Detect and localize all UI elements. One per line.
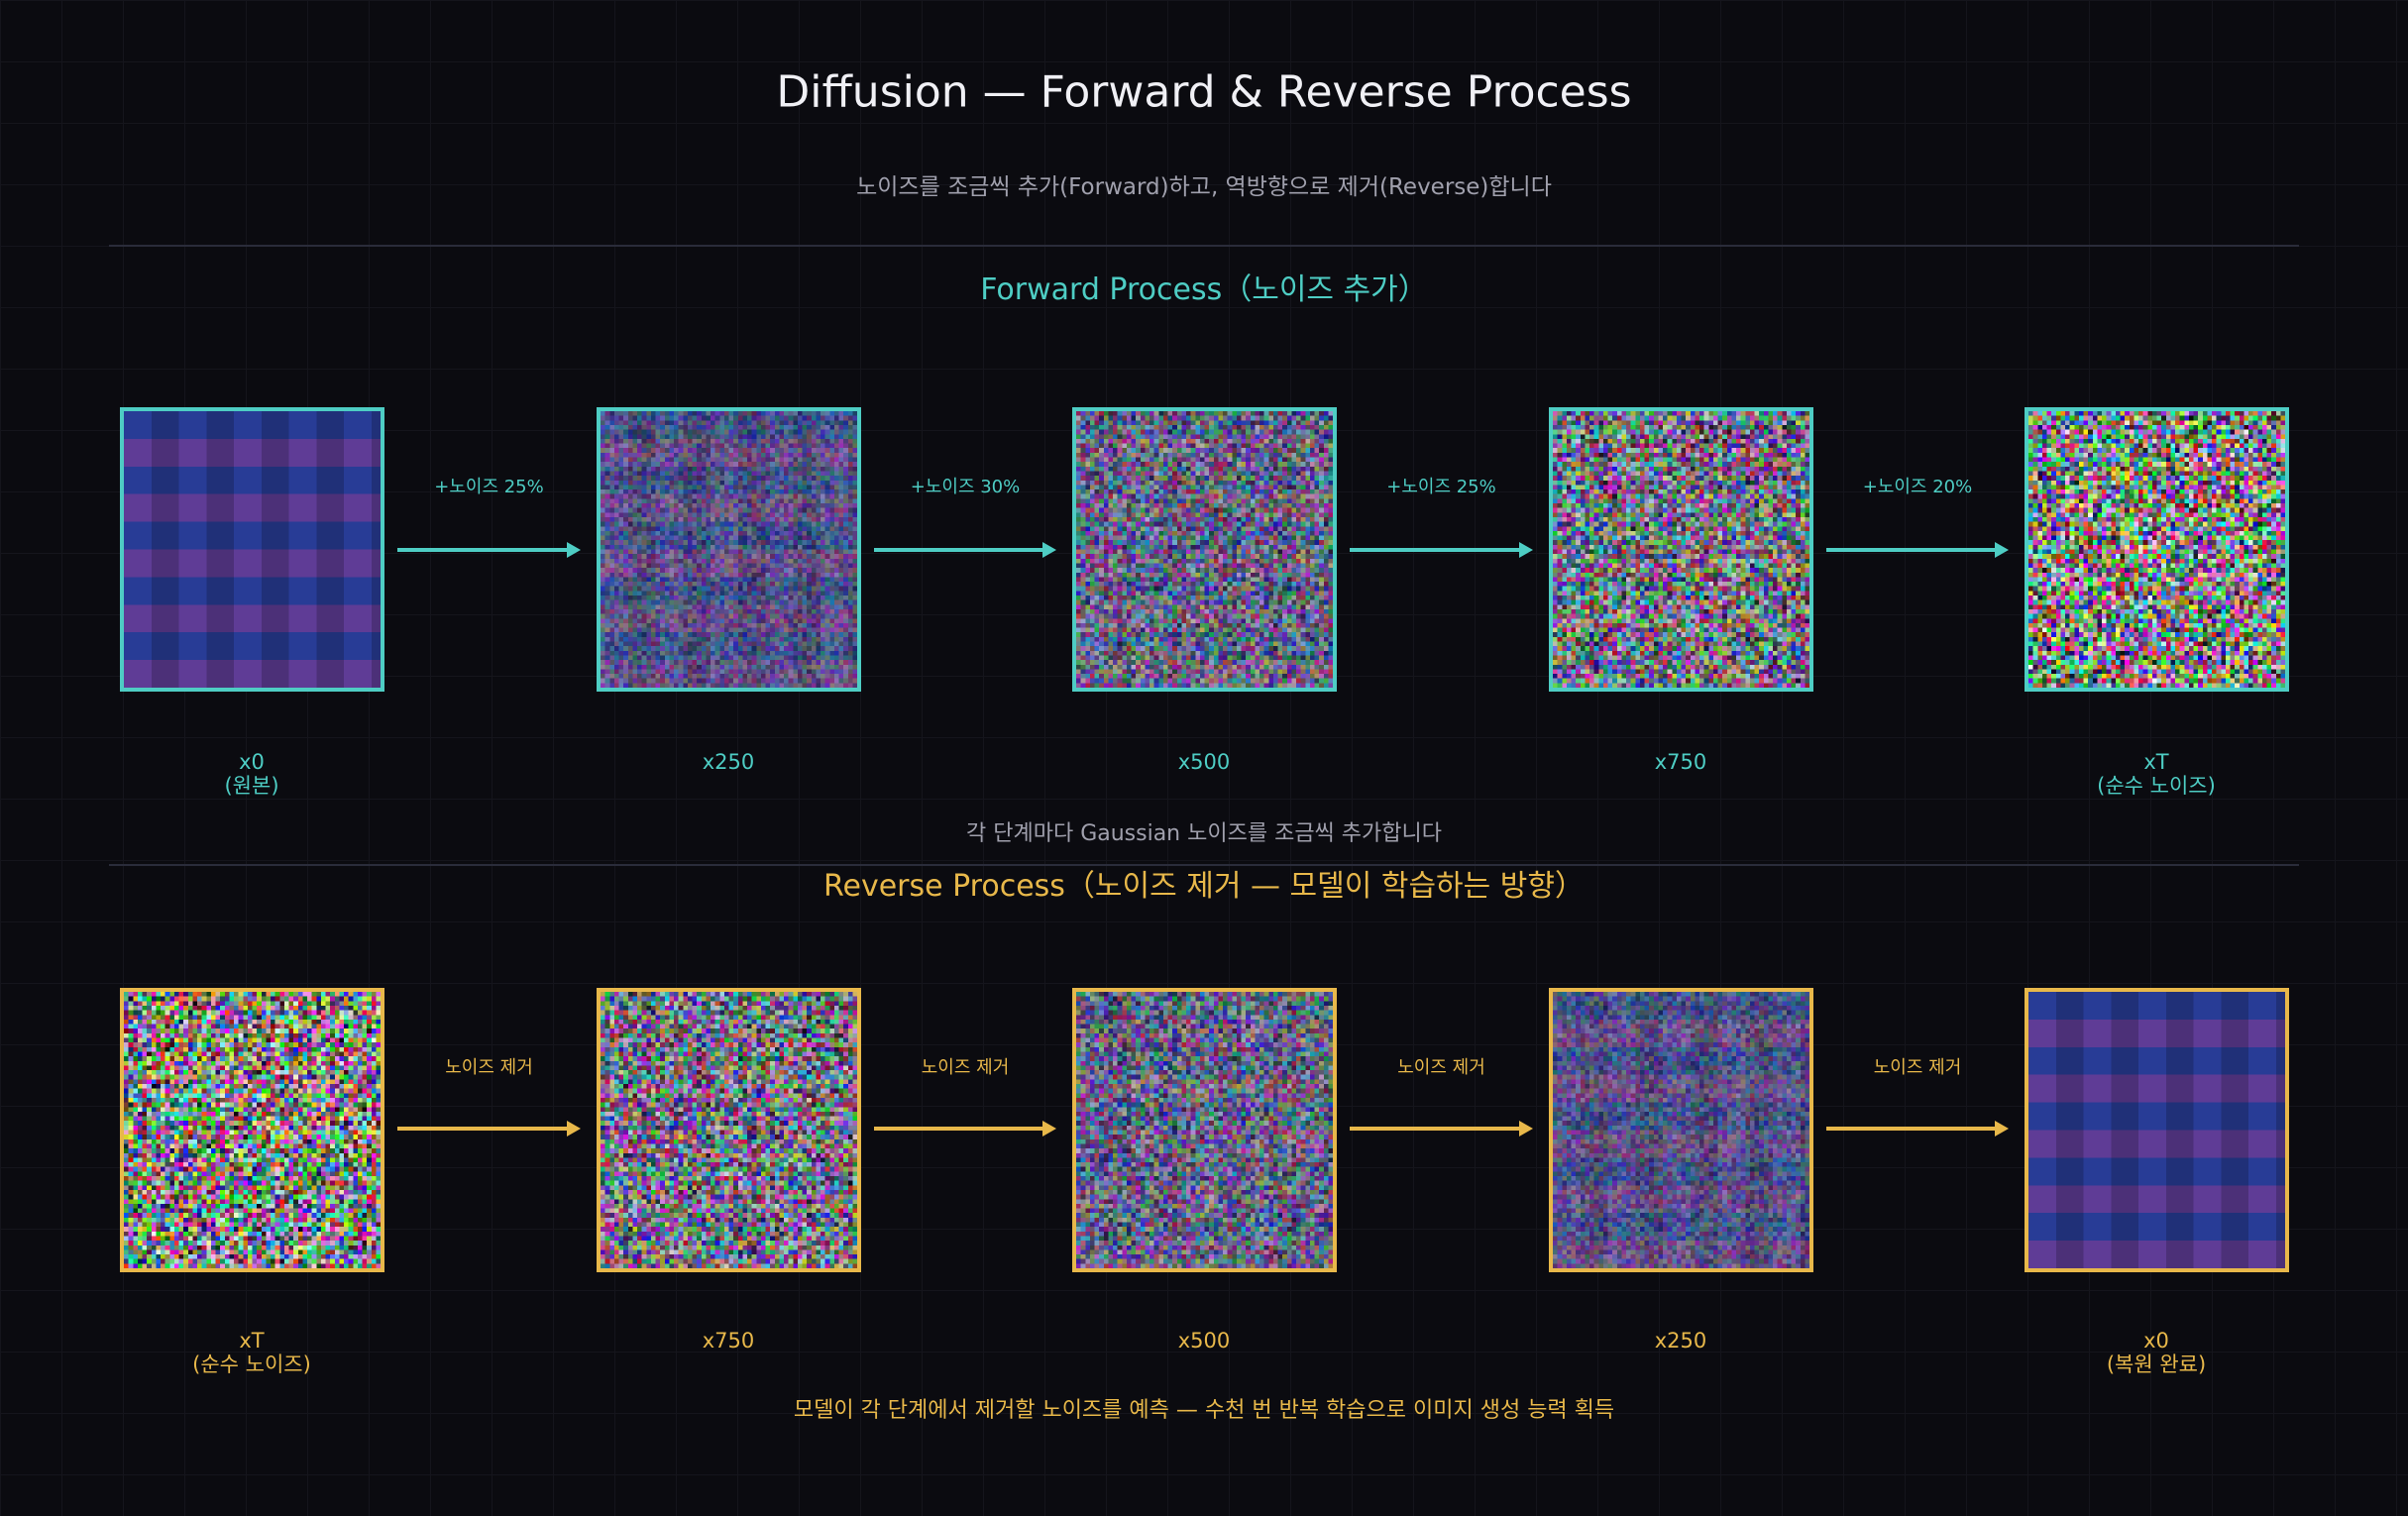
arrow <box>874 1121 1056 1137</box>
noise-image <box>2025 407 2289 692</box>
noise-image <box>2025 988 2289 1272</box>
stage-label: x750 <box>702 1329 755 1353</box>
step-label: +노이즈 25% <box>1386 477 1496 497</box>
title: Diffusion — Forward & Reverse Process <box>776 66 1632 118</box>
stage-sublabel: (원본) <box>224 774 279 798</box>
divider <box>109 245 2299 247</box>
stage-label: x0 <box>239 750 265 774</box>
noise-image <box>1549 407 1813 692</box>
stage-label: x250 <box>702 750 755 774</box>
subtitle: 노이즈를 조금씩 추가(Forward)하고, 역방향으로 제거(Reverse… <box>856 174 1552 200</box>
section-title: Forward Process（노이즈 추가） <box>980 272 1428 307</box>
arrow <box>874 542 1056 558</box>
caption: 모델이 각 단계에서 제거할 노이즈를 예측 — 수천 번 반복 학습으로 이미… <box>793 1398 1615 1423</box>
stage-label: x0 <box>2143 1329 2169 1353</box>
arrow <box>1826 542 2009 558</box>
divider <box>109 864 2299 866</box>
noise-image <box>1549 988 1813 1272</box>
arrow <box>1826 1121 2009 1137</box>
arrow <box>397 1121 581 1137</box>
arrow <box>397 542 581 558</box>
step-label: 노이즈 제거 <box>1397 1057 1485 1078</box>
stage-sublabel: (순수 노이즈) <box>2097 774 2216 798</box>
step-label: +노이즈 30% <box>910 477 1021 497</box>
noise-image <box>120 407 384 692</box>
stage-label: xT <box>2143 750 2169 774</box>
noise-image <box>1072 407 1337 692</box>
step-label: 노이즈 제거 <box>445 1057 533 1078</box>
noise-image <box>597 407 861 692</box>
stage-label: x750 <box>1654 750 1707 774</box>
stage-sublabel: (순수 노이즈) <box>192 1353 311 1376</box>
stage-label: x500 <box>1177 1329 1231 1353</box>
stage-label: x250 <box>1654 1329 1707 1353</box>
arrow <box>1350 542 1533 558</box>
step-label: 노이즈 제거 <box>921 1057 1010 1078</box>
caption: 각 단계마다 Gaussian 노이즈를 조금씩 추가합니다 <box>966 821 1442 846</box>
stage-sublabel: (복원 완료) <box>2106 1353 2207 1376</box>
arrow <box>1350 1121 1533 1137</box>
stage-label: x500 <box>1177 750 1231 774</box>
stage-label: xT <box>239 1329 265 1353</box>
noise-image <box>1072 988 1337 1272</box>
noise-image <box>597 988 861 1272</box>
step-label: 노이즈 제거 <box>1873 1057 1962 1078</box>
step-label: +노이즈 25% <box>434 477 544 497</box>
noise-image <box>120 988 384 1272</box>
step-label: +노이즈 20% <box>1862 477 1973 497</box>
section-title: Reverse Process（노이즈 제거 — 모델이 학습하는 방향） <box>822 869 1586 904</box>
